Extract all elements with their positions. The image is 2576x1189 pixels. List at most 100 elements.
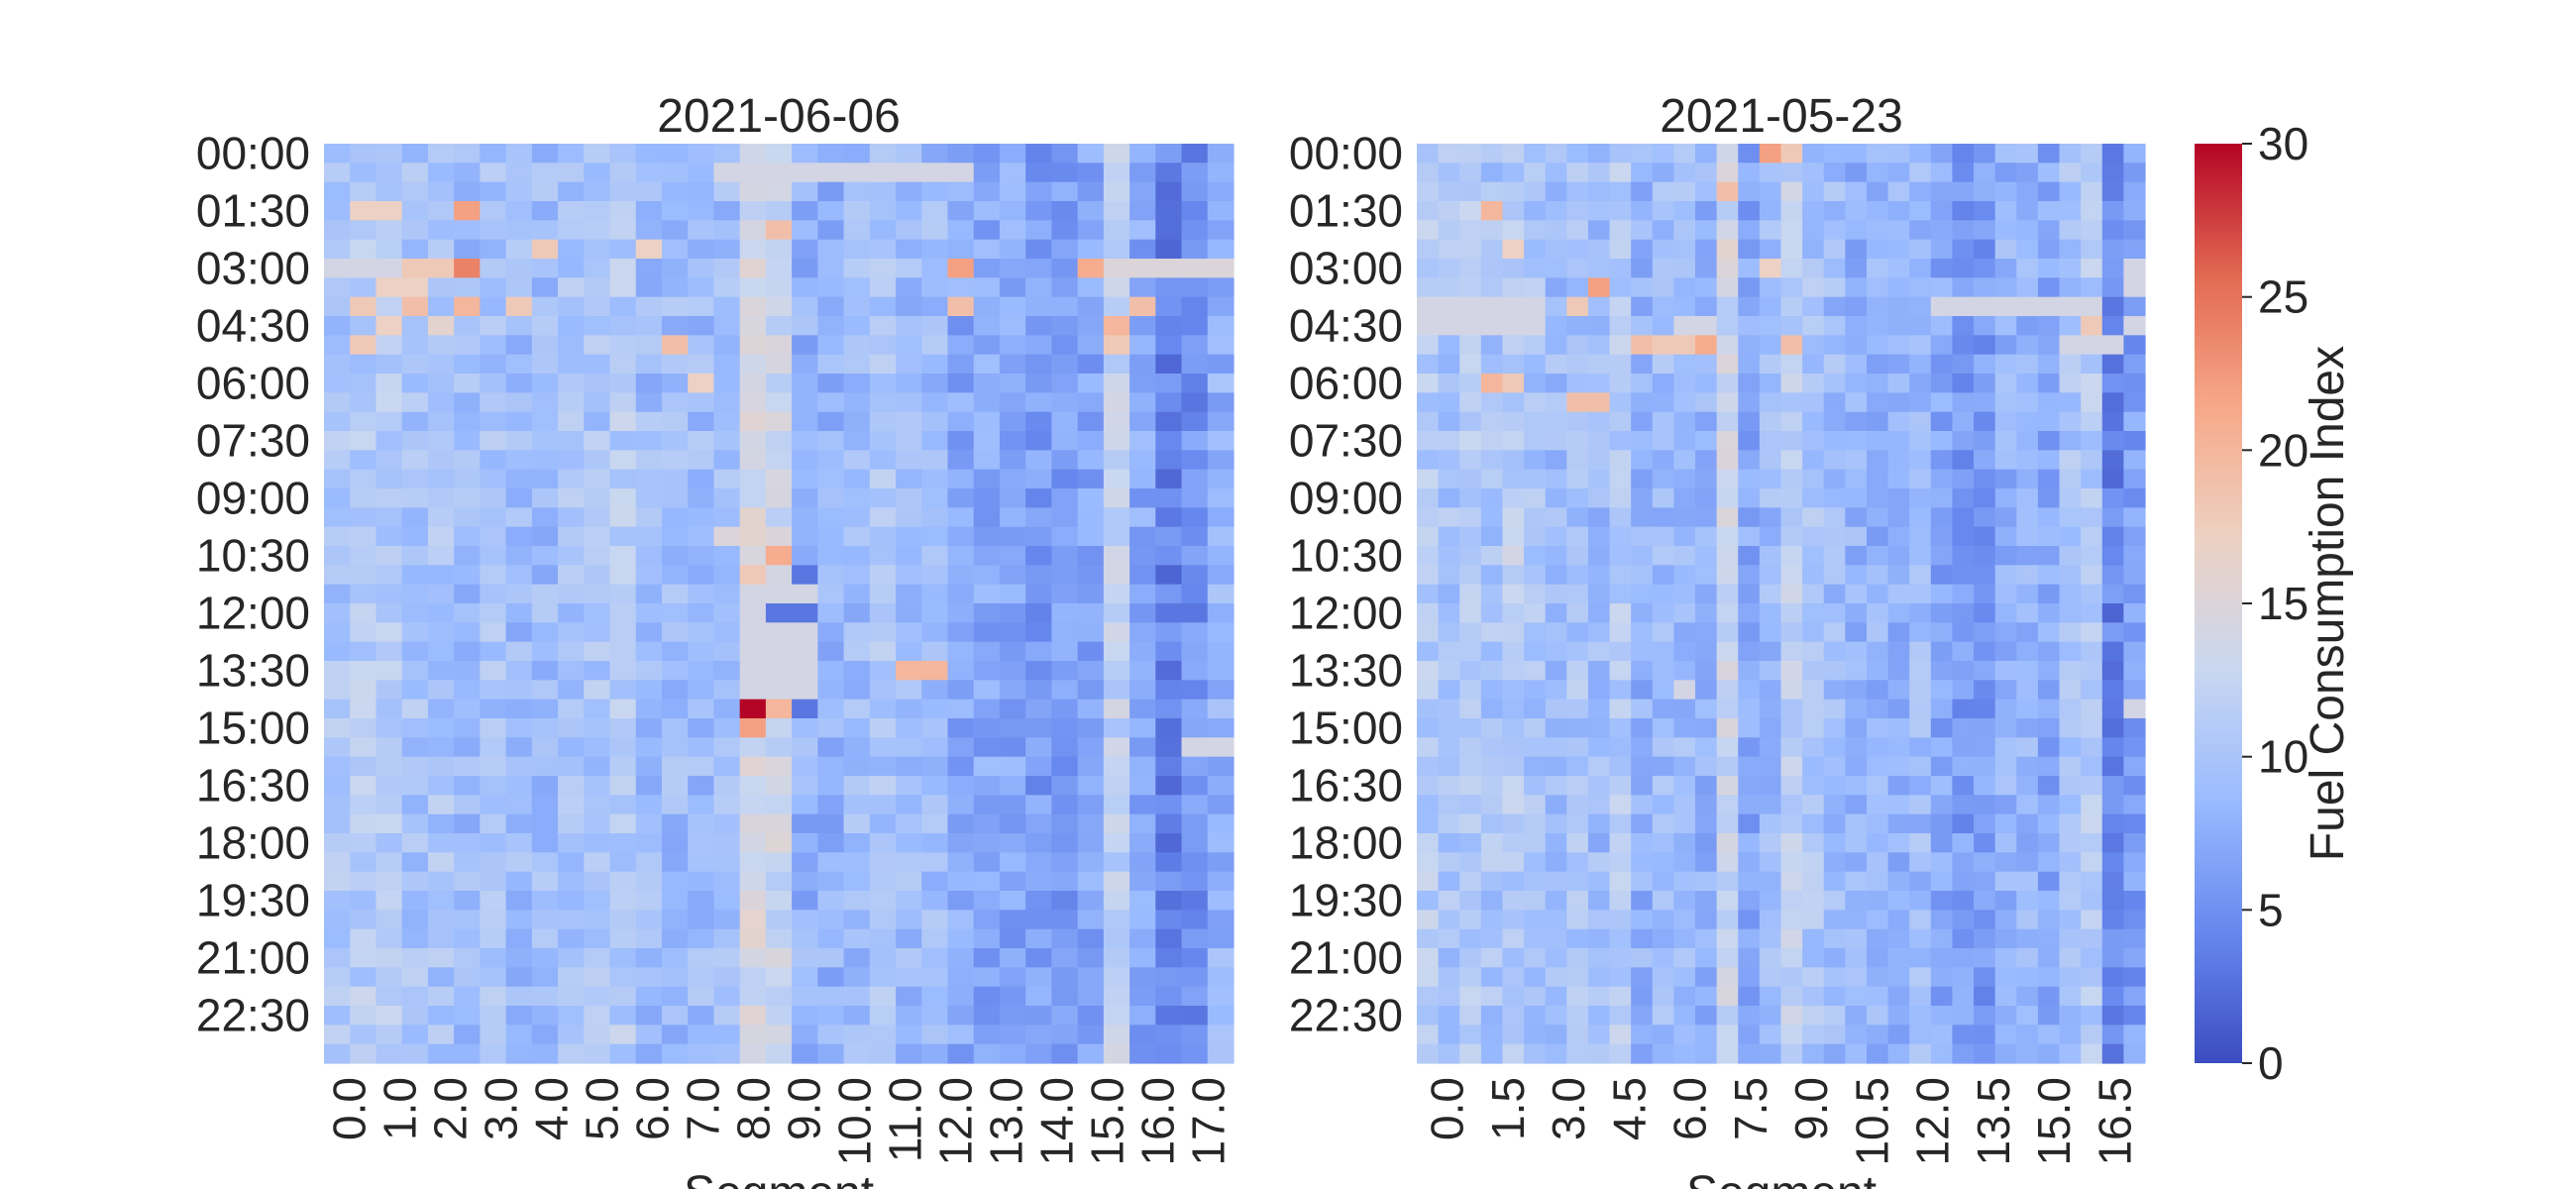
heatmap-left-cell bbox=[921, 718, 949, 738]
heatmap-left-cell bbox=[558, 776, 585, 796]
heatmap-left-cell bbox=[765, 181, 793, 202]
heatmap-right-cell bbox=[1417, 1006, 1440, 1026]
heatmap-right-cell bbox=[1974, 201, 1996, 221]
heatmap-left-cell bbox=[896, 1025, 922, 1045]
heatmap-left-cell bbox=[896, 507, 922, 528]
heatmap-right-cell bbox=[2081, 833, 2103, 853]
heatmap-left-cell bbox=[1155, 1025, 1183, 1045]
heatmap-right-cell bbox=[2037, 641, 2061, 662]
heatmap-right-cell bbox=[1909, 316, 1932, 336]
heatmap-left-cell bbox=[324, 144, 351, 163]
colorbar-tick-label: 15 bbox=[2258, 578, 2308, 629]
heatmap-left-cell bbox=[609, 910, 637, 930]
heatmap-right-cell bbox=[1673, 1006, 1696, 1026]
heatmap-right-cell bbox=[1459, 891, 1482, 911]
heatmap-left-cell bbox=[427, 546, 455, 566]
heatmap-right-cell bbox=[1587, 813, 1611, 834]
heatmap-left-cell bbox=[505, 756, 533, 777]
heatmap-right-cell bbox=[1566, 891, 1589, 911]
heatmap-right-cell bbox=[2016, 661, 2039, 681]
heatmap-left-cell bbox=[869, 680, 897, 701]
heatmap-right-cell bbox=[2081, 259, 2103, 278]
heatmap-left-cell bbox=[1025, 928, 1052, 949]
heatmap-left-cell bbox=[635, 813, 663, 834]
heatmap-left-cell bbox=[973, 239, 1001, 260]
heatmap-left-cell bbox=[1129, 756, 1156, 777]
heatmap-left-x-tick-label: 17.0 bbox=[1183, 1077, 1234, 1166]
heatmap-right-cell bbox=[1609, 259, 1632, 278]
heatmap-right-cell bbox=[1480, 392, 1504, 413]
heatmap-right-cell bbox=[2059, 737, 2082, 758]
heatmap-right-cell bbox=[1631, 469, 1654, 489]
heatmap-left-y-tick-label: 22:30 bbox=[196, 990, 310, 1041]
heatmap-right-cell bbox=[1438, 431, 1460, 451]
heatmap-right-cell bbox=[1866, 316, 1889, 336]
heatmap-left-cell bbox=[792, 316, 818, 336]
heatmap-left-cell bbox=[896, 756, 922, 777]
heatmap-right-cell bbox=[1417, 776, 1440, 796]
heatmap-right-cell bbox=[1823, 239, 1846, 260]
heatmap-right-cell bbox=[1524, 546, 1547, 566]
heatmap-right-cell bbox=[2123, 392, 2146, 413]
heatmap-left-cell bbox=[688, 277, 715, 298]
heatmap-left-cell bbox=[584, 718, 611, 738]
heatmap-right-cell bbox=[1845, 526, 1868, 547]
heatmap-left-cell bbox=[454, 220, 481, 241]
heatmap-left-cell bbox=[1181, 603, 1209, 623]
heatmap-right-x-tick-label: 0.0 bbox=[1422, 1077, 1473, 1140]
heatmap-right-cell bbox=[1930, 277, 1954, 298]
heatmap-left-cell bbox=[1181, 622, 1209, 643]
heatmap-right-cell bbox=[2123, 239, 2146, 260]
heatmap-right-cell bbox=[2037, 967, 2061, 988]
heatmap-right-cell bbox=[1802, 928, 1825, 949]
heatmap-right-cell bbox=[1631, 162, 1654, 183]
heatmap-right-cell bbox=[1652, 488, 1675, 508]
heatmap-left-cell bbox=[609, 1025, 637, 1045]
heatmap-left-cell bbox=[454, 411, 481, 432]
heatmap-left-cell bbox=[921, 641, 949, 662]
heatmap-left-cell bbox=[1025, 507, 1052, 528]
heatmap-left-cell bbox=[350, 335, 377, 356]
heatmap-left-cell bbox=[454, 756, 481, 777]
heatmap-right-cell bbox=[1823, 201, 1846, 221]
heatmap-right-cell bbox=[1438, 833, 1460, 853]
heatmap-left-cell bbox=[427, 239, 455, 260]
heatmap-right-cell bbox=[1780, 661, 1803, 681]
heatmap-left-cell bbox=[713, 1025, 741, 1045]
heatmap-right-cell bbox=[1823, 756, 1846, 777]
heatmap-left-cell bbox=[324, 488, 351, 508]
heatmap-right-cell bbox=[2059, 374, 2082, 393]
heatmap-left-cell bbox=[896, 259, 922, 278]
heatmap-right-cell bbox=[1502, 661, 1525, 681]
heatmap-right-cell bbox=[2101, 661, 2124, 681]
heatmap-right-cell bbox=[1887, 296, 1910, 317]
heatmap-left-cell bbox=[973, 756, 1001, 777]
heatmap-right-cell bbox=[1759, 986, 1782, 1007]
heatmap-left-cell bbox=[635, 201, 663, 221]
heatmap-right-cell bbox=[1695, 661, 1718, 681]
heatmap-right-cell bbox=[1673, 641, 1696, 662]
heatmap-right-cell bbox=[1738, 411, 1761, 432]
heatmap-left-cell bbox=[350, 162, 377, 183]
heatmap-left-cell bbox=[765, 259, 793, 278]
heatmap-right-cell bbox=[1566, 277, 1589, 298]
heatmap-right-cell bbox=[1802, 431, 1825, 451]
heatmap-left-cell bbox=[1051, 316, 1079, 336]
heatmap-left-cell bbox=[401, 699, 429, 719]
heatmap-left-cell bbox=[454, 1025, 481, 1045]
heatmap-right-cell bbox=[1738, 891, 1761, 911]
heatmap-right-y-tick-label: 09:00 bbox=[1289, 473, 1403, 524]
heatmap-right-cell bbox=[1587, 603, 1611, 623]
heatmap-left-cell bbox=[454, 852, 481, 873]
heatmap-right-cell bbox=[1631, 335, 1654, 356]
heatmap-right-cell bbox=[1994, 469, 2017, 489]
heatmap-right-cell bbox=[2101, 181, 2124, 202]
heatmap-left-cell bbox=[739, 1043, 767, 1064]
heatmap-right-cell bbox=[1823, 718, 1846, 738]
heatmap-right-cell bbox=[2037, 756, 2061, 777]
heatmap-right-cell bbox=[1802, 296, 1825, 317]
heatmap-left-cell bbox=[427, 374, 455, 393]
heatmap-right-cell bbox=[2059, 335, 2082, 356]
heatmap-left-cell bbox=[584, 277, 611, 298]
heatmap-left-cell bbox=[505, 507, 533, 528]
